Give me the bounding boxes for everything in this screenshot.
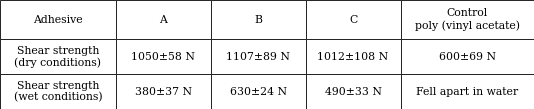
Bar xyxy=(0,74,116,109)
Bar xyxy=(305,0,400,39)
Bar xyxy=(0,39,116,74)
Text: 630±24 N: 630±24 N xyxy=(230,87,287,97)
Bar xyxy=(305,39,400,74)
Bar xyxy=(305,74,400,109)
Text: Adhesive: Adhesive xyxy=(33,15,83,25)
Text: 1012±108 N: 1012±108 N xyxy=(318,52,389,62)
Bar xyxy=(400,74,534,109)
Text: A: A xyxy=(159,15,167,25)
Text: Shear strength
(dry conditions): Shear strength (dry conditions) xyxy=(14,46,101,68)
Bar xyxy=(210,39,305,74)
Text: 1107±89 N: 1107±89 N xyxy=(226,52,290,62)
Bar xyxy=(0,0,116,39)
Text: 490±33 N: 490±33 N xyxy=(325,87,381,97)
Text: 600±69 N: 600±69 N xyxy=(439,52,496,62)
Text: B: B xyxy=(254,15,262,25)
Bar xyxy=(116,74,210,109)
Bar xyxy=(116,39,210,74)
Text: Fell apart in water: Fell apart in water xyxy=(416,87,519,97)
Bar xyxy=(400,0,534,39)
Bar xyxy=(210,74,305,109)
Text: 1050±58 N: 1050±58 N xyxy=(131,52,195,62)
Text: 380±37 N: 380±37 N xyxy=(135,87,192,97)
Bar xyxy=(116,0,210,39)
Text: Shear strength
(wet conditions): Shear strength (wet conditions) xyxy=(13,81,102,103)
Text: Control
poly (vinyl acetate): Control poly (vinyl acetate) xyxy=(415,9,520,31)
Text: C: C xyxy=(349,15,357,25)
Bar xyxy=(210,0,305,39)
Bar xyxy=(400,39,534,74)
